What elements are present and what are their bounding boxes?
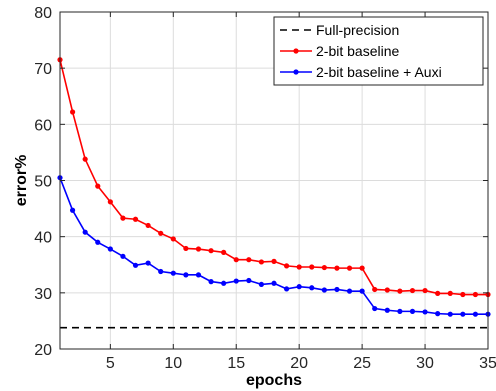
y-tick-label: 40 (34, 230, 52, 247)
data-point (170, 270, 176, 276)
data-point (82, 156, 88, 162)
data-point (107, 199, 113, 205)
data-point (447, 311, 453, 317)
data-point (221, 249, 227, 255)
data-point (132, 262, 139, 268)
data-point (409, 308, 416, 314)
data-point (422, 309, 428, 315)
data-point (435, 290, 441, 296)
data-point (246, 257, 252, 263)
data-point (346, 288, 353, 294)
data-point (309, 285, 315, 291)
data-point (233, 257, 239, 263)
x-tick-label: 25 (353, 355, 371, 372)
data-point (435, 311, 441, 317)
series-1 (57, 57, 491, 298)
data-point (397, 288, 403, 294)
data-point (170, 236, 176, 242)
data-point (334, 286, 340, 293)
data-point (296, 264, 302, 270)
data-point (271, 280, 277, 286)
data-point (195, 246, 202, 252)
data-point (384, 307, 390, 313)
data-point (372, 286, 378, 293)
data-point (460, 311, 466, 317)
x-tick-label: 30 (416, 355, 434, 372)
legend: Full-precision 2-bit baseline 2-bit baseli… (273, 16, 484, 86)
data-point (346, 265, 353, 271)
data-point (158, 230, 164, 236)
data-point (283, 263, 290, 269)
y-tick-label: 30 (34, 286, 52, 303)
data-point (359, 288, 365, 294)
data-point (258, 281, 265, 288)
y-tick-label: 50 (34, 174, 52, 191)
data-point (422, 287, 428, 294)
legend-marker (293, 48, 299, 54)
data-point (145, 260, 151, 266)
y-tick-label: 80 (34, 5, 52, 22)
series-layer (57, 57, 491, 329)
data-point (82, 229, 88, 235)
data-point (271, 258, 277, 264)
legend-label: 2-bit baseline (316, 43, 399, 59)
data-point (69, 109, 76, 115)
data-point (183, 272, 189, 278)
data-point (221, 280, 227, 286)
data-point (258, 259, 265, 265)
data-point (309, 264, 315, 270)
data-point (321, 264, 327, 271)
data-point (195, 272, 202, 278)
data-point (208, 248, 214, 254)
data-point (409, 287, 416, 294)
data-point (233, 278, 239, 284)
legend-item: 2-bit baseline (280, 43, 399, 59)
series-line (59, 177, 488, 315)
data-point (208, 279, 214, 285)
data-point (246, 277, 252, 284)
data-point (321, 287, 327, 293)
legend-marker (293, 69, 299, 75)
y-tick-label: 70 (34, 61, 52, 78)
series-2 (57, 175, 491, 317)
data-point (120, 215, 126, 221)
data-point (397, 308, 403, 314)
data-point (120, 253, 126, 259)
data-point (283, 286, 290, 292)
x-tick-label: 10 (164, 355, 182, 372)
data-point (132, 216, 139, 222)
data-point (69, 207, 76, 213)
data-point (95, 183, 101, 189)
data-point (372, 305, 378, 312)
data-point (158, 268, 164, 275)
data-point (334, 265, 340, 271)
x-tick-label: 35 (479, 355, 496, 372)
ticks: 5 10 15 20 25 30 35 20 30 40 50 60 70 80 (34, 5, 496, 372)
data-point (472, 311, 479, 317)
y-tick-label: 20 (34, 342, 52, 359)
y-axis-label: error% (13, 155, 30, 207)
legend-label: Full-precision (316, 22, 399, 38)
data-point (145, 222, 151, 229)
data-point (460, 291, 466, 298)
data-point (472, 291, 479, 298)
data-point (107, 246, 113, 252)
data-point (359, 265, 365, 271)
x-tick-label: 5 (106, 355, 115, 372)
data-point (183, 245, 189, 252)
data-point (384, 287, 390, 293)
legend-label: 2-bit baseline + Auxi (316, 64, 442, 80)
y-tick-label: 60 (34, 117, 52, 134)
data-point (296, 284, 302, 290)
data-point (447, 290, 453, 296)
data-point (95, 239, 101, 245)
x-axis-label: epochs (246, 372, 302, 389)
legend-item: Full-precision (280, 22, 399, 38)
legend-item: 2-bit baseline + Auxi (280, 64, 442, 80)
x-tick-label: 15 (227, 355, 245, 372)
x-tick-label: 20 (290, 355, 308, 372)
